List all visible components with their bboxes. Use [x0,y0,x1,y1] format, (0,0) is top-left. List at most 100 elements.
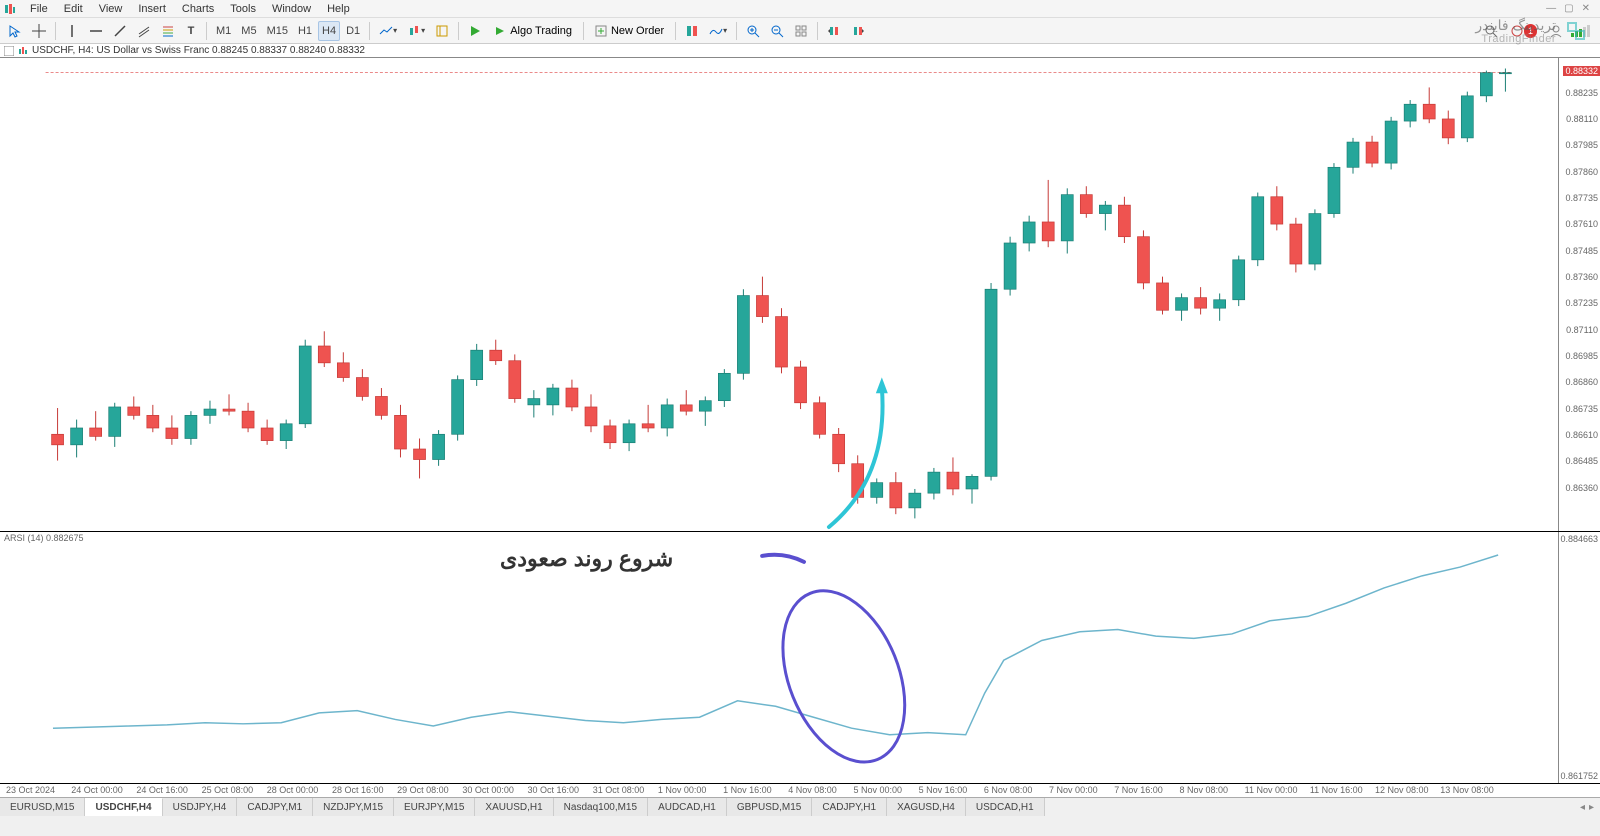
time-tick: 11 Nov 00:00 [1245,785,1298,795]
price-tick: 0.86985 [1565,351,1598,361]
menu-file[interactable]: File [22,3,56,15]
tab-USDCHF-H4[interactable]: USDCHF,H4 [85,798,162,816]
channel-tool-icon[interactable] [133,21,155,41]
time-tick: 8 Nov 08:00 [1179,785,1228,795]
new-order-button[interactable]: New Order [589,21,670,41]
price-tick: 0.87985 [1565,140,1598,150]
brand-logo-icon [1564,19,1590,45]
tab-USDJPY-H4[interactable]: USDJPY,H4 [163,798,238,816]
time-axis: 23 Oct 202424 Oct 00:0024 Oct 16:0025 Oc… [0,784,1600,798]
candle-chart-icon[interactable]: ▾ [403,21,429,41]
time-tick: 28 Oct 00:00 [267,785,319,795]
tab-EURUSD-M15[interactable]: EURUSD,M15 [0,798,85,816]
time-tick: 24 Oct 00:00 [71,785,123,795]
scroll-lock-icon[interactable] [823,21,845,41]
menu-insert[interactable]: Insert [130,3,174,15]
main-chart[interactable]: 0.882350.881100.879850.878600.877350.876… [0,58,1600,532]
tab-EURJPY-M15[interactable]: EURJPY,M15 [394,798,475,816]
line-chart-icon[interactable]: ▾ [375,21,401,41]
timeframe-H1[interactable]: H1 [294,21,316,41]
new-order-label: New Order [611,25,664,37]
minimize-icon[interactable]: — [1546,3,1556,14]
cursor-tool-icon[interactable] [4,21,26,41]
menu-window[interactable]: Window [264,3,319,15]
auto-scroll-icon[interactable] [847,21,869,41]
menu-charts[interactable]: Charts [174,3,222,15]
price-badge: 0.88332 [1563,66,1600,76]
price-tick: 0.86735 [1565,404,1598,414]
indicator-panel[interactable]: ARSI (14) 0.882675 0.884663 0.861752 شرو… [0,532,1600,784]
algo-trading-button[interactable]: Algo Trading [488,21,578,41]
price-tick: 0.86485 [1565,456,1598,466]
vline-tool-icon[interactable] [61,21,83,41]
time-tick: 7 Nov 16:00 [1114,785,1163,795]
indicator-axis: 0.884663 0.861752 [1558,532,1600,783]
tab-XAGUSD-H4[interactable]: XAGUSD,H4 [887,798,966,816]
trendline-tool-icon[interactable] [109,21,131,41]
tab-scroll[interactable]: ◂▸ [1574,798,1600,816]
tab-Nasdaq100-M15[interactable]: Nasdaq100,M15 [554,798,648,816]
depth-icon[interactable] [681,21,703,41]
time-tick: 5 Nov 00:00 [853,785,902,795]
menu-help[interactable]: Help [319,3,358,15]
tab-CADJPY-M1[interactable]: CADJPY,M1 [237,798,313,816]
brand-watermark: تریدینگ فایندر TradingFinder [1475,18,1590,45]
price-tick: 0.87860 [1565,167,1598,177]
fibo-tool-icon[interactable] [157,21,179,41]
text-tool-icon[interactable]: T [181,21,201,41]
chart-tabs: EURUSD,M15USDCHF,H4USDJPY,H4CADJPY,M1NZD… [0,798,1600,816]
time-tick: 13 Nov 08:00 [1440,785,1494,795]
timeframe-H4[interactable]: H4 [318,21,340,41]
tab-XAUUSD-H1[interactable]: XAUUSD,H1 [475,798,553,816]
price-tick: 0.88235 [1565,88,1598,98]
indicator-icon[interactable]: ▾ [705,21,731,41]
indicator-canvas [0,532,1600,783]
price-tick: 0.87485 [1565,246,1598,256]
price-tick: 0.87360 [1565,272,1598,282]
time-tick: 1 Nov 00:00 [658,785,707,795]
window-controls: — ▢ ✕ [1546,3,1596,14]
tab-USDCAD-H1[interactable]: USDCAD,H1 [966,798,1045,816]
tab-NZDJPY-M15[interactable]: NZDJPY,M15 [313,798,394,816]
time-tick: 7 Nov 00:00 [1049,785,1098,795]
tab-AUDCAD-H1[interactable]: AUDCAD,H1 [648,798,727,816]
brand-english: TradingFinder [1475,33,1556,45]
indicator-label: ARSI (14) 0.882675 [4,533,84,543]
timeframe-M1[interactable]: M1 [212,21,235,41]
timeframe-D1[interactable]: D1 [342,21,364,41]
ind-axis-top: 0.884663 [1560,534,1598,544]
price-tick: 0.87110 [1566,325,1598,335]
time-tick: 11 Nov 16:00 [1310,785,1363,795]
time-tick: 25 Oct 08:00 [202,785,254,795]
window-icon [4,46,14,56]
crosshair-tool-icon[interactable] [28,21,50,41]
brand-arabic: تریدینگ فایندر [1475,18,1556,33]
hline-tool-icon[interactable] [85,21,107,41]
timeframe-M15[interactable]: M15 [263,21,292,41]
grid-icon[interactable] [790,21,812,41]
zoom-in-icon[interactable] [742,21,764,41]
time-tick: 30 Oct 00:00 [462,785,514,795]
time-tick: 29 Oct 08:00 [397,785,449,795]
maximize-icon[interactable]: ▢ [1564,3,1573,14]
candlestick-canvas [0,58,1600,531]
tab-GBPUSD-M15[interactable]: GBPUSD,M15 [727,798,812,816]
algo-trading-label: Algo Trading [510,25,572,37]
time-tick: 6 Nov 08:00 [984,785,1033,795]
timeframe-M5[interactable]: M5 [237,21,260,41]
price-tick: 0.87735 [1565,193,1598,203]
zoom-out-icon[interactable] [766,21,788,41]
chart-title-bar: USDCHF, H4: US Dollar vs Swiss Franc 0.8… [0,44,1600,58]
shift-chart-icon[interactable] [431,21,453,41]
play-icon[interactable] [464,21,486,41]
close-icon[interactable]: ✕ [1582,3,1590,14]
menu-edit[interactable]: Edit [56,3,91,15]
tab-CADJPY-H1[interactable]: CADJPY,H1 [812,798,887,816]
price-tick: 0.86360 [1565,483,1598,493]
menu-view[interactable]: View [91,3,131,15]
menu-tools[interactable]: Tools [222,3,264,15]
menu-bar: FileEditViewInsertChartsToolsWindowHelp … [0,0,1600,18]
time-tick: 4 Nov 08:00 [788,785,837,795]
time-tick: 30 Oct 16:00 [528,785,580,795]
price-axis: 0.882350.881100.879850.878600.877350.876… [1558,58,1600,531]
